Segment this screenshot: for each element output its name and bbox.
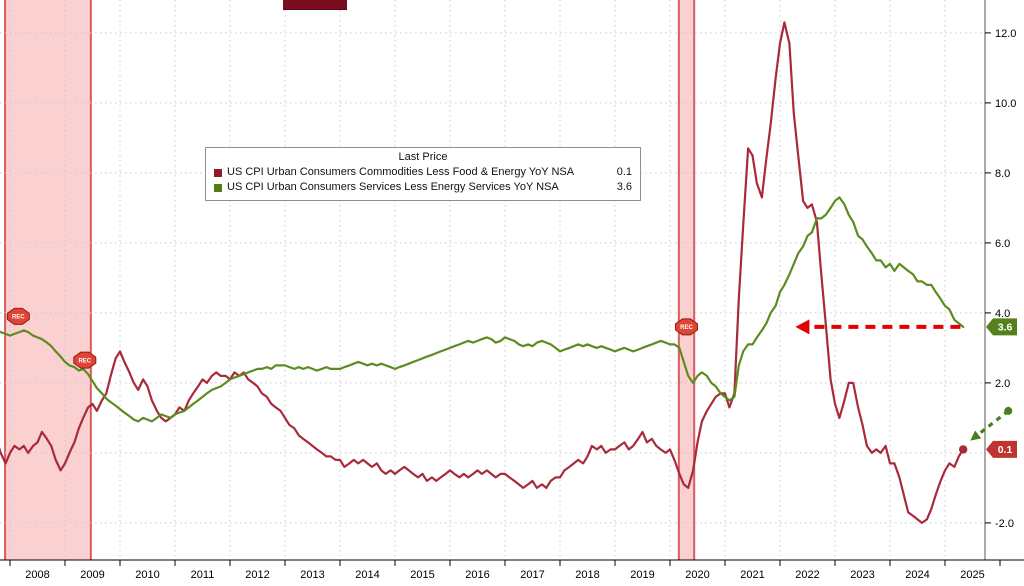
legend-swatch-services	[214, 183, 222, 192]
x-axis-label: 2009	[80, 569, 104, 581]
x-axis-label: 2021	[740, 569, 764, 581]
recession-band	[678, 0, 695, 560]
legend-value-services: 3.6	[616, 181, 632, 193]
x-axis-label: 2014	[355, 569, 379, 581]
rec-marker	[675, 318, 698, 336]
y-axis-label: 2.0	[995, 378, 1010, 390]
rec-marker	[6, 307, 30, 325]
series-end-dot-commodities	[959, 445, 968, 454]
y-axis-label: 10.0	[995, 98, 1016, 110]
series-line-services	[0, 196, 965, 423]
legend-value-commodities: 0.1	[616, 166, 632, 178]
legend-swatch-commodities	[214, 168, 222, 177]
x-axis-label: 2015	[410, 569, 434, 581]
x-axis-label: 2019	[630, 569, 654, 581]
y-axis-label: 6.0	[995, 238, 1010, 250]
rec-marker-label: REC	[12, 315, 25, 321]
y-axis-label: 8.0	[995, 168, 1010, 180]
legend-label-services: US CPI Urban Consumers Services Less Ene…	[227, 181, 559, 193]
last-price-badge-commodities	[986, 440, 1017, 458]
y-axis-label: -2.0	[995, 518, 1014, 530]
rec-marker-label: REC	[78, 358, 91, 364]
x-axis-label: 2016	[465, 569, 489, 581]
x-axis-label: 2013	[300, 569, 324, 581]
green-dashed-arrow-head	[970, 430, 982, 441]
x-axis-label: 2017	[520, 569, 544, 581]
x-axis-label: 2011	[191, 569, 215, 581]
x-axis-label: 2008	[25, 569, 49, 581]
x-axis-label: 2010	[135, 569, 159, 581]
x-axis-label: 2012	[245, 569, 269, 581]
green-dashed-arrow-dot	[1004, 406, 1013, 415]
last-price-badge-services	[986, 318, 1017, 336]
x-axis-label: 2023	[850, 569, 874, 581]
last-price-badge-label-services: 3.6	[998, 322, 1013, 334]
rec-marker	[73, 351, 97, 369]
last-price-badge-label-commodities: 0.1	[998, 444, 1013, 456]
rec-marker-label: REC	[680, 325, 693, 331]
x-axis-label: 2025	[960, 569, 984, 581]
recession-band	[5, 0, 91, 560]
red-dashed-arrow-head	[795, 319, 810, 335]
legend-label-commodities: US CPI Urban Consumers Commodities Less …	[227, 166, 575, 178]
legend-entry-services: US CPI Urban Consumers Services Less Ene…	[214, 180, 632, 195]
green-dashed-arrow	[977, 409, 1010, 436]
x-axis-label: 2018	[575, 569, 599, 581]
x-axis-label: 2020	[685, 569, 709, 581]
legend-box: Last Price US CPI Urban Consumers Commod…	[205, 147, 641, 201]
cropped-top-banner	[283, 0, 347, 10]
legend-title: Last Price	[398, 151, 448, 163]
y-axis-label: 12.0	[995, 28, 1016, 40]
x-axis-label: 2022	[795, 569, 819, 581]
x-axis-label: 2024	[905, 569, 929, 581]
y-axis-label: 4.0	[995, 308, 1010, 320]
series-line-commodities	[0, 21, 965, 524]
legend-entry-commodities: US CPI Urban Consumers Commodities Less …	[214, 165, 632, 180]
